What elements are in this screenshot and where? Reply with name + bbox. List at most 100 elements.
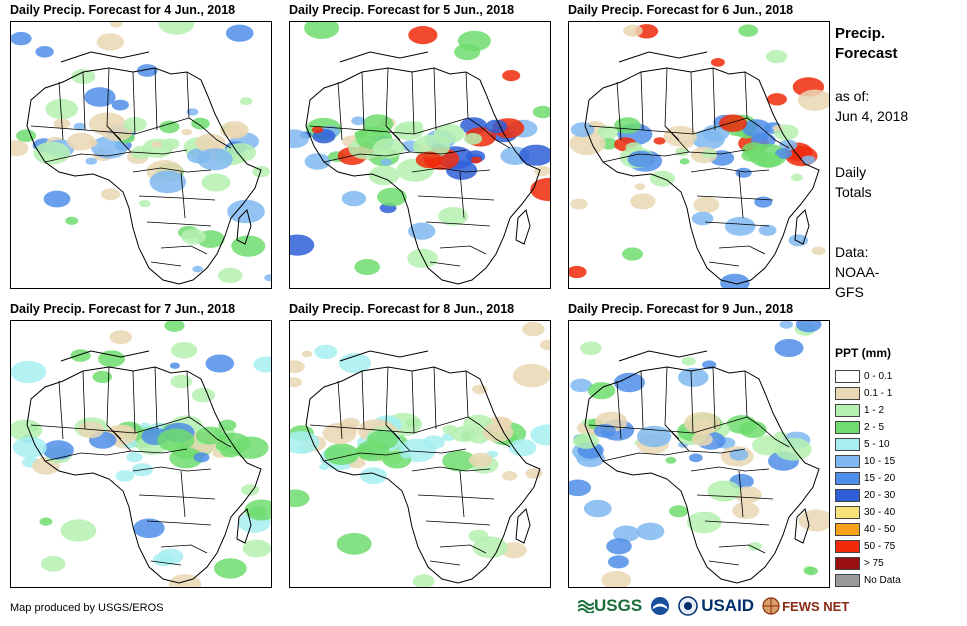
legend-item: 40 - 50 <box>835 521 901 538</box>
usaid-logo: USAID <box>678 596 754 616</box>
map-canvas <box>11 22 271 288</box>
map-canvas <box>290 321 550 587</box>
precip-map <box>289 320 551 588</box>
forecast-panel-1: Daily Precip. Forecast for 4 Jun., 2018 <box>10 3 272 289</box>
legend-swatch <box>835 557 860 570</box>
legend-swatch <box>835 438 860 451</box>
legend-item: 50 - 75 <box>835 538 901 555</box>
precip-field <box>569 321 829 587</box>
sidebar-title-line1: Precip. <box>835 25 886 42</box>
legend-swatch <box>835 455 860 468</box>
legend-swatch <box>835 421 860 434</box>
forecast-panel-3: Daily Precip. Forecast for 6 Jun., 2018 <box>568 3 830 289</box>
panel-title: Daily Precip. Forecast for 9 Jun., 2018 <box>568 302 794 316</box>
country-borders <box>588 67 790 267</box>
precip-field <box>569 24 829 288</box>
precip-field <box>290 322 550 587</box>
forecast-panel-6: Daily Precip. Forecast for 9 Jun., 2018 <box>568 302 830 588</box>
fewsnet-logo: FEWS NET <box>762 597 849 615</box>
legend-label: 20 - 30 <box>864 490 896 501</box>
legend-swatch <box>835 489 860 502</box>
country-borders <box>30 366 232 566</box>
noaa-seal-icon <box>651 597 670 615</box>
coastline <box>26 350 262 584</box>
logo-bar: USGS USAID FEWS NET <box>578 596 857 616</box>
sidebar-asof: as of: Jun 4, 2018 <box>835 86 908 126</box>
coastline <box>584 51 820 285</box>
panel-title: Daily Precip. Forecast for 5 Jun., 2018 <box>289 3 515 17</box>
panel-title: Daily Precip. Forecast for 7 Jun., 2018 <box>10 302 236 316</box>
legend-label: 15 - 20 <box>864 473 896 484</box>
legend-item: 2 - 5 <box>835 419 901 436</box>
legend-label: 40 - 50 <box>864 524 896 535</box>
usaid-seal-icon <box>678 596 698 616</box>
map-canvas <box>569 22 829 288</box>
legend-item: 1 - 2 <box>835 402 901 419</box>
legend-label: 1 - 2 <box>864 405 885 416</box>
map-canvas <box>11 321 271 587</box>
forecast-panel-2: Daily Precip. Forecast for 5 Jun., 2018 <box>289 3 551 289</box>
legend-label: 10 - 15 <box>864 456 896 467</box>
sidebar-totals: Daily Totals <box>835 162 872 202</box>
legend-item: 15 - 20 <box>835 470 901 487</box>
legend-swatch <box>835 506 860 519</box>
coastline <box>584 350 820 584</box>
fewsnet-wordmark: FEWS NET <box>782 598 850 614</box>
legend-label: 50 - 75 <box>864 541 896 552</box>
precip-field <box>11 321 271 587</box>
forecast-panel-4: Daily Precip. Forecast for 7 Jun., 2018 <box>10 302 272 588</box>
legend-swatch <box>835 404 860 417</box>
fewsnet-globe-icon <box>762 597 780 615</box>
precip-map <box>289 21 551 289</box>
data-line2: NOAA- <box>835 264 880 280</box>
data-line3: GFS <box>835 284 864 300</box>
legend-swatch <box>835 472 860 485</box>
precip-map <box>568 21 830 289</box>
data-line1: Data: <box>835 244 869 260</box>
legend-item: 0 - 0.1 <box>835 368 901 385</box>
map-canvas <box>290 22 550 288</box>
totals-line1: Daily <box>835 164 867 180</box>
legend-label: 5 - 10 <box>864 439 890 450</box>
legend-label: > 75 <box>864 558 884 569</box>
legend-label: 0.1 - 1 <box>864 388 893 399</box>
legend-item: 0.1 - 1 <box>835 385 901 402</box>
legend-item: 5 - 10 <box>835 436 901 453</box>
usgs-wave-icon <box>578 600 594 613</box>
coastline <box>305 51 541 285</box>
coastline <box>305 350 541 584</box>
legend-item: 30 - 40 <box>835 504 901 521</box>
forecast-panel-5: Daily Precip. Forecast for 8 Jun., 2018 <box>289 302 551 588</box>
noaa-logo <box>650 596 670 616</box>
country-borders <box>30 67 232 267</box>
legend: PPT (mm) 0 - 0.1 0.1 - 1 1 - 2 2 - 5 5 - 10 1… <box>835 346 901 589</box>
sidebar-title-line2: Forecast <box>835 45 898 62</box>
precip-map <box>568 320 830 588</box>
legend-swatch <box>835 540 860 553</box>
country-borders <box>309 366 511 566</box>
map-canvas <box>569 321 829 587</box>
sidebar-title: Precip. Forecast <box>835 24 898 64</box>
legend-label: 2 - 5 <box>864 422 885 433</box>
legend-swatch <box>835 574 860 587</box>
panel-title: Daily Precip. Forecast for 4 Jun., 2018 <box>10 3 236 17</box>
legend-swatch <box>835 370 860 383</box>
legend-item: 10 - 15 <box>835 453 901 470</box>
legend-label: 30 - 40 <box>864 507 896 518</box>
legend-swatch <box>835 387 860 400</box>
usgs-logo: USGS <box>578 596 642 616</box>
country-borders <box>588 366 790 566</box>
panel-title: Daily Precip. Forecast for 6 Jun., 2018 <box>568 3 794 17</box>
legend-label: No Data <box>864 575 901 586</box>
legend-item: No Data <box>835 572 901 589</box>
precip-map <box>10 320 272 588</box>
totals-line2: Totals <box>835 184 872 200</box>
legend-item: 20 - 30 <box>835 487 901 504</box>
country-borders <box>309 67 511 267</box>
usgs-wordmark: USGS <box>594 596 643 615</box>
credit-text: Map produced by USGS/EROS <box>10 602 164 614</box>
precip-map <box>10 21 272 289</box>
usaid-wordmark: USAID <box>701 596 755 615</box>
sidebar-data-source: Data: NOAA- GFS <box>835 242 879 302</box>
legend-label: 0 - 0.1 <box>864 371 893 382</box>
